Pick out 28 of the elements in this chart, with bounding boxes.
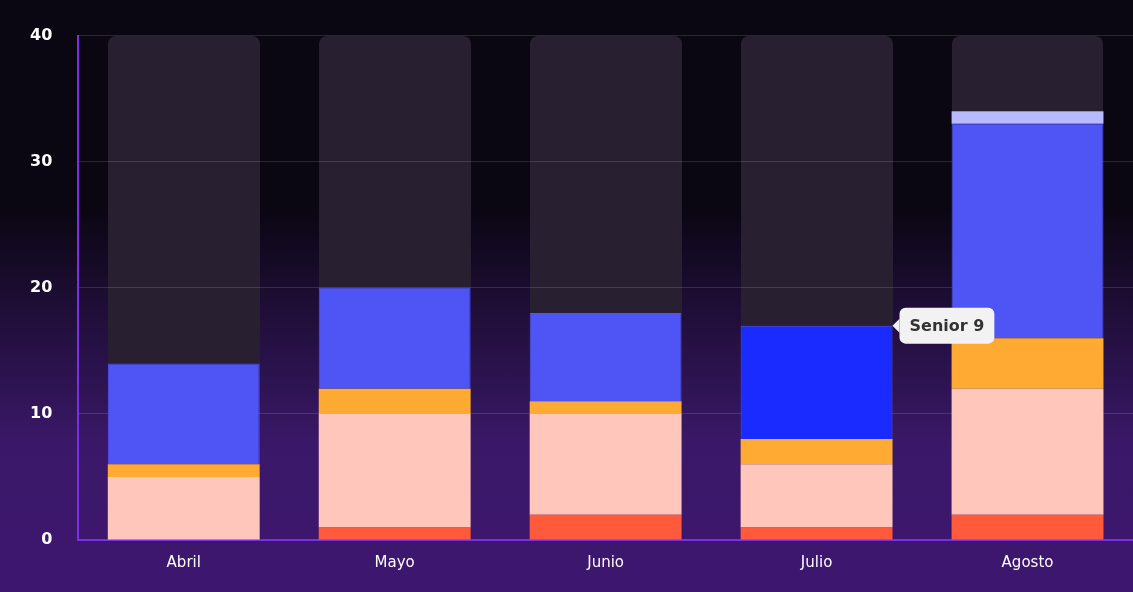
bar — [951, 111, 1104, 124]
bar — [740, 439, 893, 465]
x-tick-label: Junio — [586, 552, 625, 571]
bar — [951, 514, 1104, 540]
bar — [951, 338, 1104, 389]
x-tick-label: Agosto — [1001, 552, 1054, 571]
bar — [318, 413, 471, 528]
bar — [318, 388, 471, 414]
bar — [529, 401, 682, 414]
bar — [107, 464, 260, 477]
bar — [951, 388, 1104, 515]
bar — [107, 363, 260, 465]
y-tick-label: 10 — [30, 403, 53, 423]
bar — [529, 514, 682, 540]
x-tick-label: Julio — [799, 552, 833, 571]
annotation: Senior 9 — [909, 315, 985, 335]
y-tick-label: 30 — [30, 150, 53, 170]
x-tick-label: Abril — [166, 552, 201, 571]
x-tick-label: Mayo — [374, 552, 415, 571]
bar — [740, 527, 893, 540]
y-tick-label: 40 — [30, 24, 53, 44]
y-tick-label: 20 — [30, 276, 53, 296]
bar — [107, 476, 260, 540]
y-tick-label: 0 — [41, 529, 53, 549]
bar — [318, 527, 471, 540]
bar — [529, 313, 682, 402]
bar — [529, 413, 682, 515]
bar — [740, 464, 893, 528]
